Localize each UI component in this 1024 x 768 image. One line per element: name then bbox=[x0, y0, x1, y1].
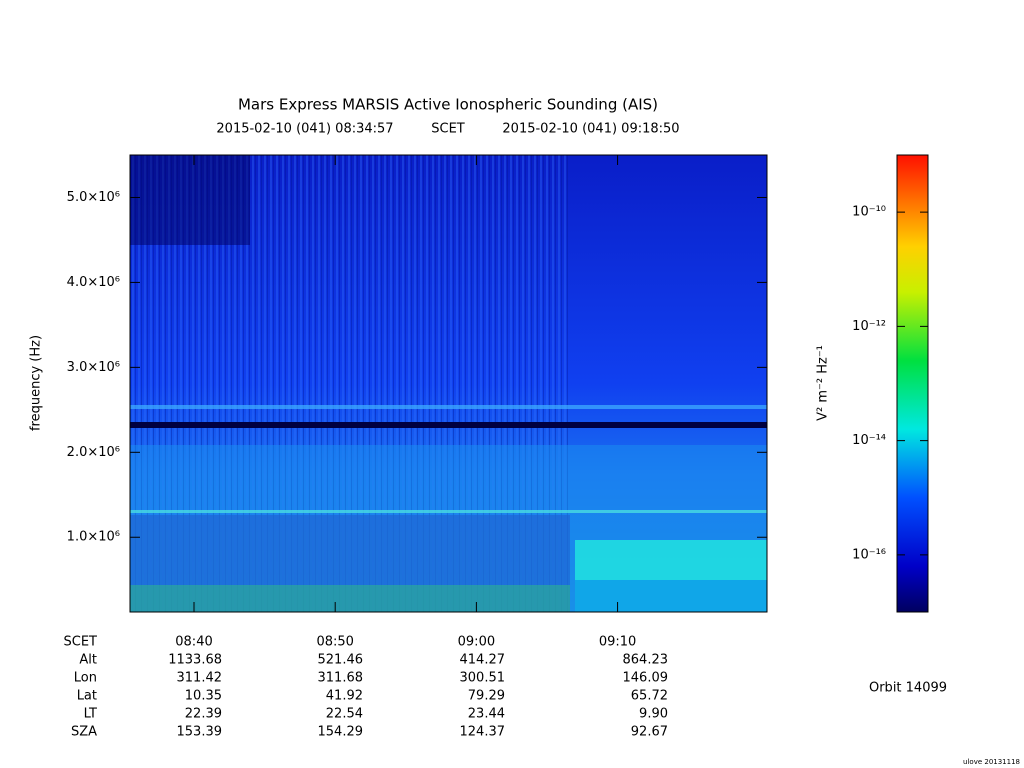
ephemeris-value: 124.37 bbox=[460, 725, 506, 740]
credit: ulove 20131118 bbox=[963, 758, 1020, 766]
ephemeris-value: 311.42 bbox=[177, 671, 223, 686]
ephemeris-value: 10.35 bbox=[185, 689, 222, 704]
end-time: 2015-02-10 (041) 09:18:50 bbox=[502, 122, 679, 137]
ephemeris-value: 22.54 bbox=[326, 707, 363, 722]
ephemeris-value: 41.92 bbox=[326, 689, 363, 704]
y-tick-label: 5.0×10⁶ bbox=[67, 190, 120, 205]
ephemeris-label: SCET bbox=[64, 635, 98, 650]
y-tick-label: 2.0×10⁶ bbox=[67, 445, 120, 460]
ephemeris-row-label: Alt bbox=[79, 653, 97, 668]
ephemeris-value: 521.46 bbox=[318, 653, 364, 668]
start-time: 2015-02-10 (041) 08:34:57 bbox=[216, 122, 393, 137]
y-tick-label: 4.0×10⁶ bbox=[67, 275, 120, 290]
colorbar-tick-label: 10⁻¹⁶ bbox=[852, 547, 886, 562]
time-system: SCET bbox=[431, 122, 465, 137]
orbit: Orbit 14099 bbox=[869, 681, 947, 696]
plot-frame bbox=[129, 154, 768, 613]
ephemeris-value: 864.23 bbox=[623, 653, 669, 668]
colorbar-tick-label: 10⁻¹² bbox=[852, 319, 886, 334]
ephemeris-row-label: SZA bbox=[71, 725, 97, 740]
ephemeris-value: 300.51 bbox=[460, 671, 506, 686]
ephemeris-row-label: Lat bbox=[77, 689, 97, 704]
y-tick-label: 1.0×10⁶ bbox=[67, 530, 120, 545]
ephemeris-value: 1133.68 bbox=[168, 653, 222, 668]
spectrogram-image bbox=[130, 155, 767, 612]
ephemeris-value: 79.29 bbox=[468, 689, 505, 704]
colorbar-tick-label: 10⁻¹⁰ bbox=[852, 205, 886, 220]
x-tick-label: 09:00 bbox=[458, 635, 495, 650]
x-tick-label: 09:10 bbox=[599, 635, 636, 650]
colorbar bbox=[896, 154, 929, 613]
ephemeris-value: 22.39 bbox=[185, 707, 222, 722]
x-tick-label: 08:40 bbox=[175, 635, 212, 650]
ephemeris-value: 153.39 bbox=[177, 725, 223, 740]
ephemeris-row-label: Lon bbox=[74, 671, 97, 686]
x-tick-label: 08:50 bbox=[316, 635, 353, 650]
ephemeris-value: 414.27 bbox=[460, 653, 506, 668]
y-axis-label: frequency (Hz) bbox=[29, 335, 44, 431]
ephemeris-value: 154.29 bbox=[318, 725, 364, 740]
ephemeris-value: 146.09 bbox=[623, 671, 669, 686]
ephemeris-value: 9.90 bbox=[639, 707, 668, 722]
colorbar-label: V² m⁻² Hz⁻¹ bbox=[816, 345, 831, 421]
ephemeris-value: 311.68 bbox=[318, 671, 364, 686]
ephemeris-row-label: LT bbox=[84, 707, 97, 722]
ephemeris-value: 65.72 bbox=[631, 689, 668, 704]
chart-title: Mars Express MARSIS Active Ionospheric S… bbox=[238, 96, 658, 114]
y-tick-label: 3.0×10⁶ bbox=[67, 360, 120, 375]
ephemeris-value: 23.44 bbox=[468, 707, 505, 722]
ephemeris-value: 92.67 bbox=[631, 725, 668, 740]
colorbar-tick-label: 10⁻¹⁴ bbox=[852, 433, 886, 448]
